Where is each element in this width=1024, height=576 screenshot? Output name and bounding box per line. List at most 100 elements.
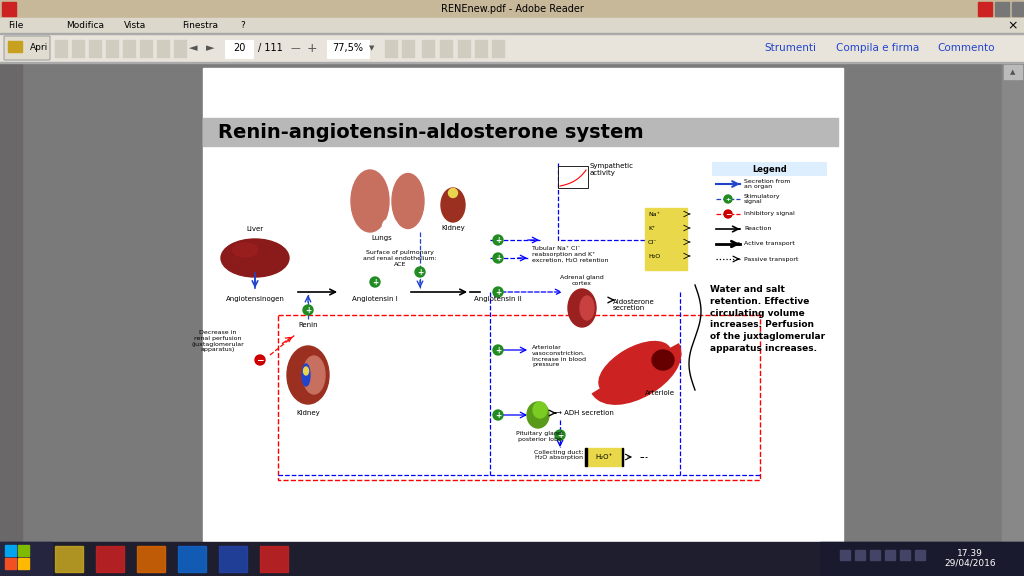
Bar: [140, 40, 153, 58]
Circle shape: [493, 287, 503, 297]
Text: Water and salt
retention. Effective
circulating volume
increases. Perfusion
of t: Water and salt retention. Effective circ…: [710, 285, 825, 353]
Ellipse shape: [221, 239, 289, 277]
Bar: [440, 40, 453, 58]
Bar: [0, 542, 52, 576]
Ellipse shape: [303, 356, 325, 394]
Circle shape: [255, 355, 265, 365]
Text: +: +: [495, 288, 501, 297]
Text: H₂O⁺: H₂O⁺: [595, 454, 612, 460]
Text: Surface of pulmonary
and renal endothelium:
ACE: Surface of pulmonary and renal endotheli…: [364, 250, 437, 267]
Text: 29/04/2016: 29/04/2016: [944, 558, 995, 567]
Text: ?: ?: [240, 21, 245, 31]
Text: Legend: Legend: [752, 165, 786, 173]
Text: Vista: Vista: [124, 21, 146, 31]
Text: 77,5%: 77,5%: [333, 43, 364, 53]
Bar: [585, 448, 623, 466]
Bar: [585, 448, 587, 466]
Text: +: +: [495, 346, 501, 355]
Text: Na⁺: Na⁺: [648, 211, 659, 217]
Bar: [203, 118, 838, 146]
Ellipse shape: [599, 342, 671, 395]
Text: RENEnew.pdf - Adobe Reader: RENEnew.pdf - Adobe Reader: [440, 4, 584, 14]
Bar: [885, 550, 895, 560]
Bar: [978, 2, 992, 16]
Bar: [0, 34, 1024, 62]
Text: Tubular Na⁺ Cl⁻
reabsorption and K⁺
excretion, H₂O retention: Tubular Na⁺ Cl⁻ reabsorption and K⁺ excr…: [532, 246, 608, 263]
Bar: [137, 546, 165, 572]
Text: Lungs: Lungs: [372, 235, 392, 241]
Bar: [8, 41, 22, 52]
Bar: [0, 33, 1024, 34]
Bar: [327, 40, 369, 58]
Bar: [0, 62, 1024, 63]
Bar: [0, 0, 1024, 18]
Bar: [458, 40, 471, 58]
Circle shape: [493, 235, 503, 245]
Text: Angiotensin I: Angiotensin I: [352, 296, 398, 302]
Text: Strumenti: Strumenti: [764, 43, 816, 53]
Bar: [855, 550, 865, 560]
Bar: [5, 545, 16, 556]
Bar: [225, 40, 253, 58]
Circle shape: [724, 195, 732, 203]
Circle shape: [555, 430, 565, 440]
Bar: [492, 40, 505, 58]
Text: Arteriolar
vasoconstriction.
Increase in blood
pressure: Arteriolar vasoconstriction. Increase in…: [532, 345, 586, 367]
Text: ►: ►: [206, 43, 214, 53]
Text: → ADH secretion: → ADH secretion: [556, 410, 613, 416]
Circle shape: [370, 277, 380, 287]
Text: Angiotensinogen: Angiotensinogen: [225, 296, 285, 302]
Bar: [96, 546, 124, 572]
Text: Adrenal gland
cortex: Adrenal gland cortex: [560, 275, 604, 286]
Bar: [55, 546, 83, 572]
Bar: [0, 542, 1024, 576]
Ellipse shape: [527, 402, 549, 428]
Bar: [0, 63, 22, 553]
Bar: [55, 40, 68, 58]
Bar: [89, 40, 102, 58]
Bar: [123, 40, 136, 58]
Bar: [174, 40, 187, 58]
Ellipse shape: [351, 170, 389, 232]
Text: +: +: [725, 197, 731, 202]
Ellipse shape: [392, 173, 424, 229]
Text: Secretion from
an organ: Secretion from an organ: [744, 179, 791, 190]
Ellipse shape: [449, 188, 458, 198]
Text: / 111: / 111: [258, 43, 283, 53]
Text: Collecting duct:
H₂O absorption: Collecting duct: H₂O absorption: [534, 450, 583, 460]
Bar: [0, 18, 1024, 34]
Bar: [475, 40, 488, 58]
Circle shape: [493, 410, 503, 420]
Bar: [157, 40, 170, 58]
Bar: [72, 40, 85, 58]
Bar: [820, 542, 1024, 576]
Text: −: −: [725, 210, 731, 219]
Text: Kidney: Kidney: [296, 410, 319, 416]
Bar: [995, 2, 1009, 16]
Bar: [1004, 65, 1022, 79]
Ellipse shape: [302, 364, 310, 386]
Text: Finestra: Finestra: [182, 21, 218, 31]
Text: Modifica: Modifica: [66, 21, 104, 31]
Text: +: +: [557, 431, 563, 440]
Text: Compila e firma: Compila e firma: [837, 43, 920, 53]
Text: +: +: [495, 254, 501, 263]
Bar: [178, 546, 206, 572]
Circle shape: [415, 267, 425, 277]
Text: +: +: [495, 411, 501, 420]
Circle shape: [303, 305, 313, 315]
Text: Kidney: Kidney: [441, 225, 465, 231]
Text: Inhibitory signal: Inhibitory signal: [744, 211, 795, 217]
Bar: [900, 550, 910, 560]
Text: H₂O: H₂O: [648, 253, 660, 259]
Text: Renin-angiotensin-aldosterone system: Renin-angiotensin-aldosterone system: [218, 123, 644, 142]
FancyBboxPatch shape: [4, 36, 50, 60]
Text: Passive transport: Passive transport: [744, 256, 799, 262]
Bar: [712, 162, 827, 176]
Ellipse shape: [383, 219, 397, 233]
Text: Stimulatory
signal: Stimulatory signal: [744, 194, 780, 204]
Circle shape: [493, 345, 503, 355]
Bar: [260, 546, 288, 572]
Text: +: +: [372, 278, 378, 287]
Text: −: −: [256, 356, 264, 365]
